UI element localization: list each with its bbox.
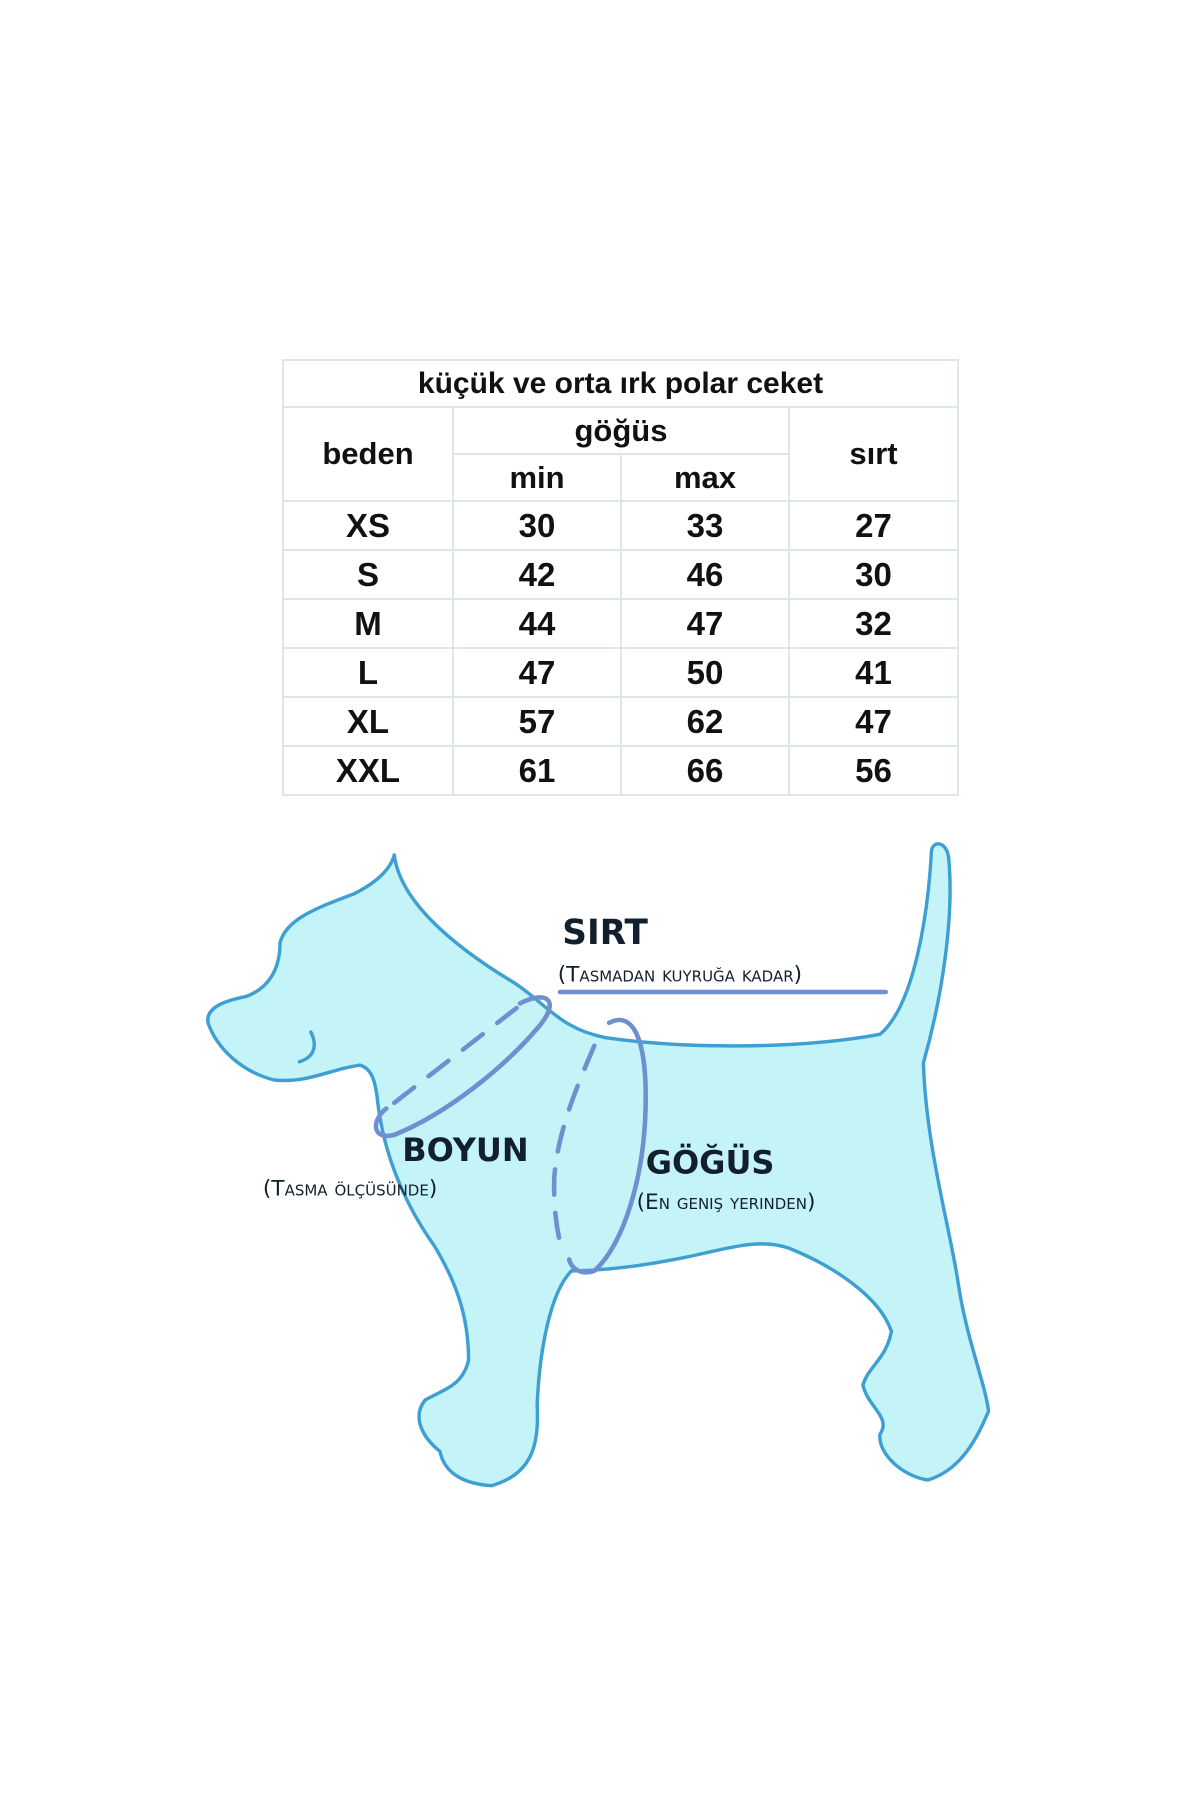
cell-min: 42 xyxy=(452,549,622,600)
header-min: min xyxy=(452,453,622,502)
table-row: M 44 47 32 xyxy=(282,598,960,649)
cell-min: 30 xyxy=(452,500,622,551)
cell-size: XXL xyxy=(282,745,454,796)
cell-max: 62 xyxy=(620,696,790,747)
cell-size: S xyxy=(282,549,454,600)
cell-min: 44 xyxy=(452,598,622,649)
cell-max: 47 xyxy=(620,598,790,649)
header-max: max xyxy=(620,453,790,502)
table-title: küçük ve orta ırk polar ceket xyxy=(281,359,960,408)
cell-size: M xyxy=(282,598,454,649)
cell-size: XS xyxy=(282,500,454,551)
header-back: sırt xyxy=(787,406,960,502)
table-row: S 42 46 30 xyxy=(282,549,960,600)
cell-back: 47 xyxy=(787,696,960,747)
cell-back: 41 xyxy=(787,647,960,698)
header-size: beden xyxy=(282,406,454,502)
cell-back: 30 xyxy=(787,549,960,600)
cell-max: 33 xyxy=(620,500,790,551)
cell-size: XL xyxy=(282,696,454,747)
back-note: (Tasmadan kuyruğa kadar) xyxy=(558,963,802,988)
chest-note: (En geniş yerinden) xyxy=(637,1190,816,1215)
cell-back: 27 xyxy=(787,500,960,551)
back-label: SIRT xyxy=(562,913,648,953)
chest-dashed-line xyxy=(551,1043,597,1254)
neck-note: (Tasma ölçüsünde) xyxy=(263,1176,437,1201)
size-chart-table: küçük ve orta ırk polar ceket beden göğü… xyxy=(281,359,960,796)
table-row: XL 57 62 47 xyxy=(282,696,960,747)
chest-measure-loop xyxy=(566,1017,649,1275)
cell-max: 66 xyxy=(620,745,790,796)
neck-label: BOYUN xyxy=(402,1131,528,1169)
neck-collar-loop xyxy=(373,995,552,1139)
table-row: L 47 50 41 xyxy=(282,647,960,698)
dog-silhouette xyxy=(206,842,991,1488)
cell-size: L xyxy=(282,647,454,698)
header-chest: göğüs xyxy=(452,406,790,455)
table-row: XS 30 33 27 xyxy=(282,500,960,551)
neck-dashed-line xyxy=(392,1005,519,1106)
cell-min: 61 xyxy=(452,745,622,796)
dog-mouth-line xyxy=(297,1030,316,1064)
table-row: XXL 61 66 56 xyxy=(282,745,960,796)
cell-max: 46 xyxy=(620,549,790,600)
cell-max: 50 xyxy=(620,647,790,698)
chest-label: GÖĞÜS xyxy=(646,1143,775,1182)
cell-back: 32 xyxy=(787,598,960,649)
cell-back: 56 xyxy=(787,745,960,796)
cell-min: 47 xyxy=(452,647,622,698)
cell-min: 57 xyxy=(452,696,622,747)
